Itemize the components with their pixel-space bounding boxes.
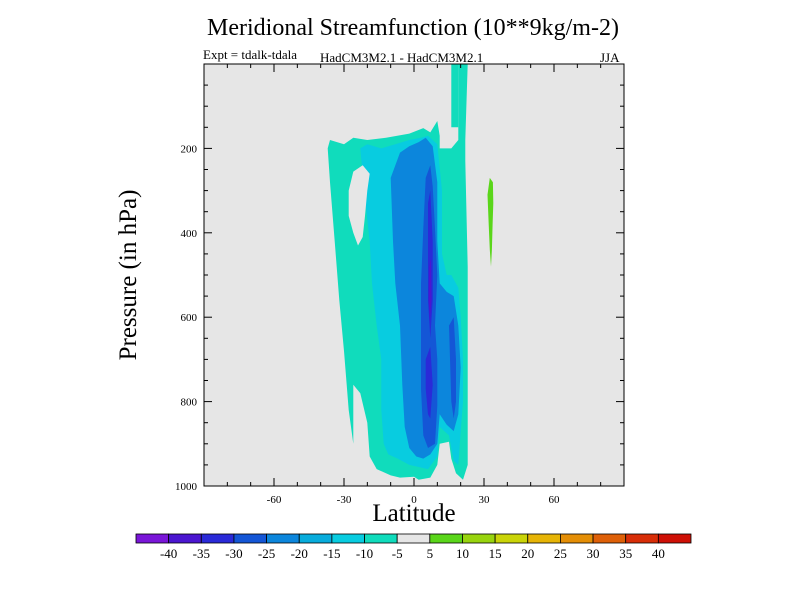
colorbar-label: 10: [456, 546, 469, 561]
contour-hole-0: [348, 165, 370, 246]
season-label: JJA: [600, 50, 620, 65]
colorbar-label: -10: [356, 546, 373, 561]
contour-region-7: [428, 258, 432, 322]
colorbar-swatch: [298, 533, 333, 544]
colorbar-label: -20: [291, 546, 308, 561]
x-tick-label: -30: [337, 494, 352, 506]
colorbar-swatch: [331, 533, 365, 544]
colorbar-label: 20: [521, 546, 534, 561]
colorbar-label: 40: [652, 546, 665, 561]
colorbar-swatch: [462, 533, 496, 544]
colorbar-swatch: [266, 533, 300, 544]
x-axis-label: Latitude: [372, 500, 456, 527]
colorbar-swatch: [494, 533, 529, 544]
colorbar-swatch: [135, 533, 170, 544]
colorbar-swatch: [560, 533, 594, 544]
y-tick-label: 200: [181, 143, 198, 155]
colorbar-label: -40: [160, 546, 177, 561]
colorbar-swatch: [592, 533, 627, 544]
y-tick-label: 400: [181, 228, 198, 240]
colorbar-label: -5: [392, 546, 403, 561]
contour-region-8: [451, 64, 459, 128]
y-tick-label: 1000: [175, 481, 198, 493]
y-tick-label: 800: [181, 397, 198, 409]
colorbar-label: -15: [323, 546, 340, 561]
x-tick-label: 30: [479, 494, 491, 506]
colorbar-label: 25: [554, 546, 567, 561]
colorbar-swatch: [396, 533, 431, 544]
colorbar-label: -25: [258, 546, 275, 561]
contour-region-9: [487, 177, 494, 267]
colorbar-label: 35: [619, 546, 632, 561]
contour-region-6: [425, 346, 433, 419]
colorbar-swatch: [233, 533, 267, 544]
colorbar-swatch: [168, 533, 202, 544]
colorbar-label: -35: [193, 546, 210, 561]
models-label: HadCM3M2.1 - HadCM3M2.1: [320, 50, 484, 65]
colorbar-swatch: [657, 533, 692, 544]
experiment-label: Expt = tdalk-tdala: [203, 47, 297, 62]
y-tick-label: 600: [181, 312, 198, 324]
x-tick-label: 60: [549, 494, 561, 506]
colorbar-swatch: [429, 533, 463, 544]
colorbar-label: -30: [225, 546, 242, 561]
colorbar-label: 30: [587, 546, 600, 561]
colorbar-swatch: [625, 533, 659, 544]
contour-region-4: [449, 317, 456, 419]
colorbar-swatch: [200, 533, 235, 544]
colorbar-label: 15: [489, 546, 502, 561]
x-tick-label: 0: [411, 494, 417, 506]
x-tick-label: -60: [267, 494, 282, 506]
colorbar-swatch: [364, 533, 398, 544]
chart-title: Meridional Streamfunction (10**9kg/m-2): [207, 15, 619, 41]
colorbar-label: 5: [427, 546, 434, 561]
colorbar-swatch: [527, 533, 561, 544]
